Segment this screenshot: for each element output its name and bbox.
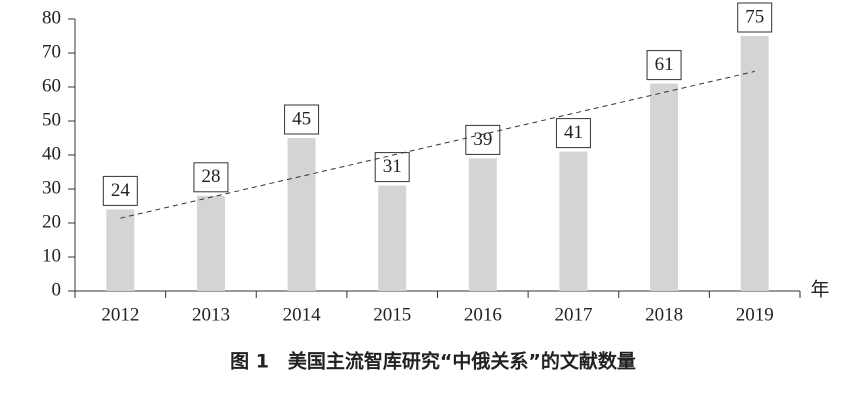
value-label: 24	[111, 180, 131, 201]
y-tick-label: 40	[42, 143, 61, 164]
bar	[106, 209, 135, 291]
x-tick-label: 2018	[645, 304, 683, 325]
value-label: 28	[201, 166, 220, 187]
y-tick-label: 10	[42, 245, 61, 266]
x-tick-label: 2019	[736, 304, 774, 325]
y-tick-label: 30	[42, 177, 61, 198]
y-tick-label: 80	[42, 7, 61, 28]
x-tick-label: 2015	[373, 304, 411, 325]
chart-caption: 图 1 美国主流智库研究“中俄关系”的文献数量	[230, 350, 636, 373]
x-tick-label: 2017	[554, 304, 592, 325]
value-label-box	[646, 50, 682, 81]
value-label-box	[737, 2, 773, 33]
value-label: 61	[655, 54, 674, 75]
value-label: 31	[383, 156, 402, 177]
value-label-box	[374, 152, 410, 183]
bar	[196, 195, 225, 291]
value-label-box	[102, 175, 138, 206]
x-tick-label: 2013	[192, 304, 230, 325]
x-tick-label: 2016	[464, 304, 502, 325]
value-label: 75	[745, 6, 764, 27]
value-label-box	[465, 124, 501, 155]
y-tick-label: 0	[52, 279, 62, 300]
y-tick-label: 70	[42, 41, 61, 62]
value-label-box	[555, 118, 591, 149]
value-label: 41	[564, 122, 583, 143]
x-tick-label: 2014	[283, 304, 322, 325]
value-label: 45	[292, 108, 311, 129]
x-tick-label: 2012	[101, 304, 139, 325]
x-axis-label: 年	[810, 278, 829, 300]
bar	[559, 151, 588, 291]
bar	[650, 83, 679, 291]
y-tick-label: 20	[42, 211, 61, 232]
value-label-box	[284, 104, 320, 135]
value-label-box	[193, 162, 229, 193]
bar	[378, 185, 407, 291]
trend-line	[120, 70, 755, 219]
bar	[740, 36, 769, 291]
bar	[287, 138, 316, 291]
y-tick-label: 60	[42, 75, 61, 96]
value-label: 39	[473, 129, 492, 150]
y-tick-label: 50	[42, 109, 61, 130]
bar	[468, 158, 497, 291]
